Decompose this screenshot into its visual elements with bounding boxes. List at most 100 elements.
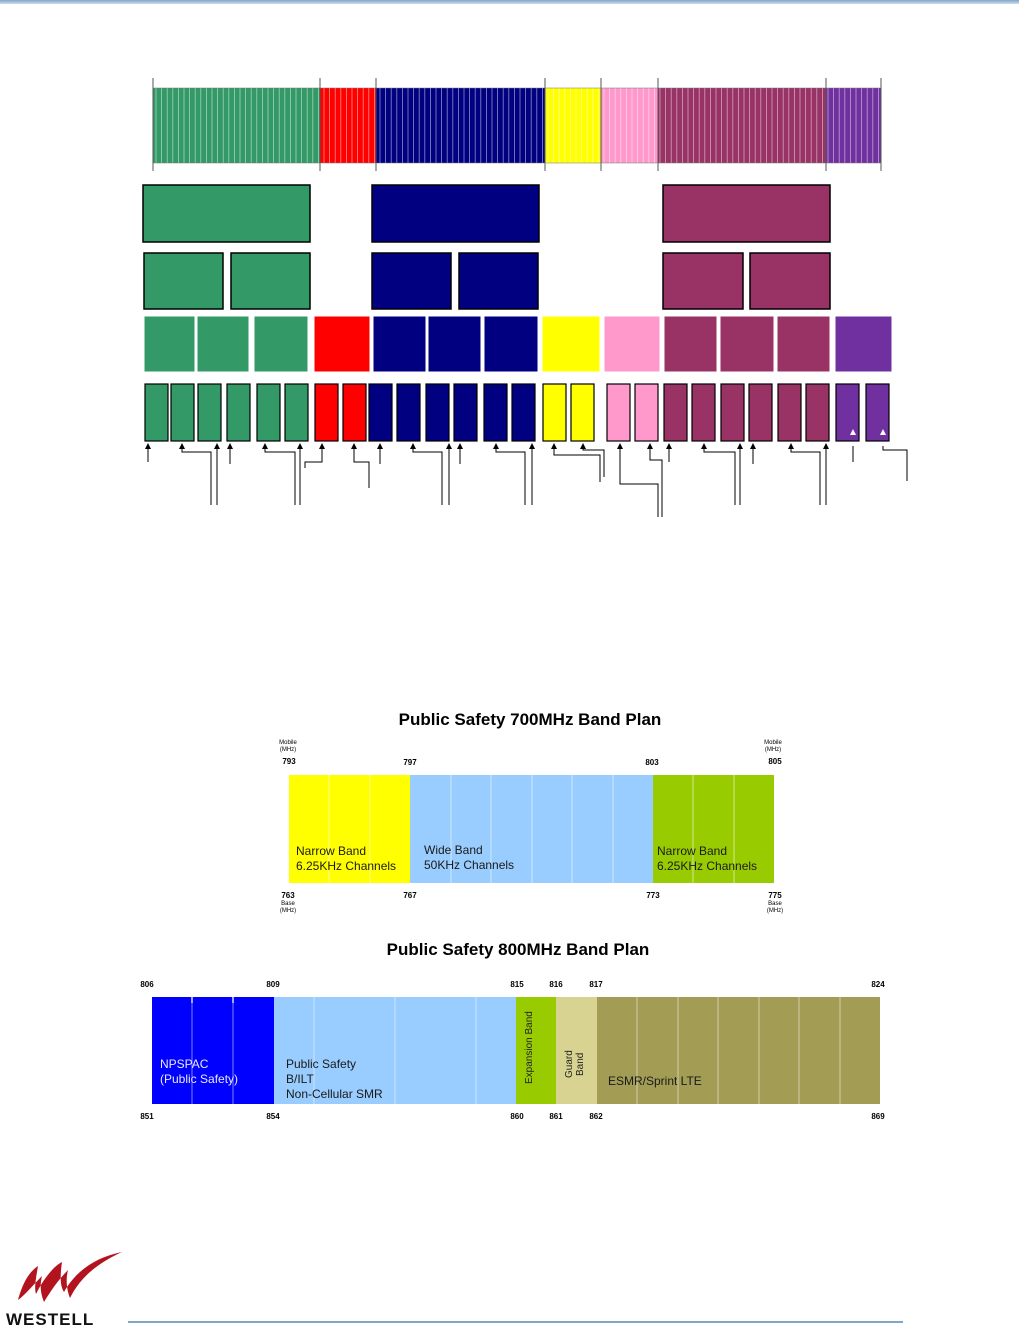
block-row4 — [663, 383, 688, 442]
arrow-head — [227, 443, 233, 449]
block-row3 — [253, 315, 309, 373]
block-row4 — [170, 383, 195, 442]
band-800-npspac — [152, 997, 274, 1104]
band-800-top-tick: 817 — [589, 980, 603, 989]
band-700-mobile-right-label: Mobile (MHz) — [764, 740, 782, 753]
band-800-bottom-tick: 854 — [266, 1112, 280, 1121]
leader-line — [353, 446, 370, 488]
block-row4 — [396, 383, 421, 442]
band-800-esmr — [597, 997, 880, 1104]
band-700-bottom-tick: 773 — [646, 891, 660, 900]
block-row4 — [835, 383, 860, 442]
block-row2-navy — [458, 252, 539, 310]
block-row3 — [427, 315, 482, 373]
block-row2-maroon — [662, 252, 744, 310]
leader-line — [882, 446, 908, 481]
leader-line — [495, 446, 526, 505]
arrow-head — [145, 443, 151, 449]
band-700-top-tick: 797 — [403, 758, 417, 767]
band-800-ps-label: Public Safety B/ILT Non-Cellular SMR — [286, 1057, 383, 1101]
block-row4 — [453, 383, 478, 442]
block-row4 — [777, 383, 802, 442]
block-row4 — [511, 383, 536, 442]
leader-line — [181, 446, 212, 505]
band-700-base-left-label: Base (MHz) — [279, 901, 297, 914]
block-row4 — [226, 383, 251, 442]
block-row3 — [719, 315, 775, 373]
block-row1-maroon — [662, 184, 831, 243]
band-800-bottom-tick: 860 — [510, 1112, 524, 1121]
arrow-head — [551, 443, 557, 449]
arrow-head — [617, 443, 623, 449]
band-800-guard — [556, 997, 597, 1104]
block-row4 — [425, 383, 450, 442]
block-row4 — [342, 383, 367, 442]
band-700-bottom-tick: 763 — [281, 891, 295, 900]
block-row3 — [313, 315, 371, 373]
arrow-head-white — [880, 429, 886, 435]
block-row4 — [483, 383, 508, 442]
block-row4 — [314, 383, 339, 442]
band-700-top-tick: 793 — [282, 757, 296, 766]
arrow-head — [647, 443, 653, 449]
leader-line — [703, 446, 736, 505]
arrow-head — [580, 443, 586, 449]
band-800-top-tick: 824 — [871, 980, 885, 989]
band-800-title: Public Safety 800MHz Band Plan — [386, 940, 650, 959]
footer-rule — [128, 1321, 903, 1323]
leader-line — [412, 446, 443, 505]
arrow-head — [446, 443, 452, 449]
band-800-gridlines — [191, 997, 841, 1104]
block-row1-green — [142, 184, 311, 243]
channel-strip-segment — [153, 88, 320, 163]
band-700-narrow-band-right — [653, 775, 774, 883]
arrow-head — [351, 443, 357, 449]
block-row3 — [834, 315, 893, 373]
arrow-head — [788, 443, 794, 449]
band-800-npspac-label: NPSPAC (Public Safety) — [160, 1057, 239, 1086]
band-800-top-tick: 806 — [140, 980, 154, 989]
block-row3 — [372, 315, 427, 373]
channel-strip-segment — [376, 88, 545, 163]
block-row4 — [634, 383, 659, 442]
leader-line — [649, 446, 663, 517]
arrow-head — [457, 443, 463, 449]
block-row3 — [541, 315, 601, 373]
block-row4 — [606, 383, 631, 442]
band-700-bottom-tick: 775 — [768, 891, 782, 900]
band-700-gridlines — [328, 775, 735, 883]
band-800-guard-label: Guard Band — [564, 1050, 586, 1078]
westell-logo-mark — [18, 1252, 122, 1302]
band-800-expansion-label: Expansion Band — [524, 1011, 535, 1085]
band-700-base-right-label: Base (MHz) — [766, 901, 784, 914]
block-row4 — [256, 383, 281, 442]
leader-line — [582, 446, 605, 477]
block-row1-navy — [371, 184, 540, 243]
arrow-head — [666, 443, 672, 449]
band-700-mobile-left-label: Mobile (MHz) — [279, 740, 297, 753]
arrow-head — [750, 443, 756, 449]
band-700-top-tick: 805 — [768, 757, 782, 766]
block-row4 — [570, 383, 595, 442]
leader-line — [790, 446, 821, 505]
westell-logo-text: WESTELL — [6, 1310, 95, 1329]
leader-line — [619, 446, 659, 517]
block-row3 — [143, 315, 196, 373]
band-700-seg1-label: Narrow Band 6.25KHz Channels — [296, 844, 397, 873]
band-800-top-tick: 816 — [549, 980, 563, 989]
spectrum-block-diagram — [142, 78, 908, 517]
block-row3 — [196, 315, 250, 373]
arrow-head — [179, 443, 185, 449]
block-row3 — [603, 315, 661, 373]
block-row4 — [197, 383, 222, 442]
block-row4 — [748, 383, 773, 442]
band-800-bottom-tick: 851 — [140, 1112, 154, 1121]
block-row3 — [483, 315, 539, 373]
block-row3 — [663, 315, 718, 373]
block-row4 — [144, 383, 169, 442]
block-row4 — [865, 383, 890, 442]
arrow-head — [377, 443, 383, 449]
arrow-head — [297, 443, 303, 449]
band-800-bottom-tick: 869 — [871, 1112, 885, 1121]
band-800-top-tick: 815 — [510, 980, 524, 989]
